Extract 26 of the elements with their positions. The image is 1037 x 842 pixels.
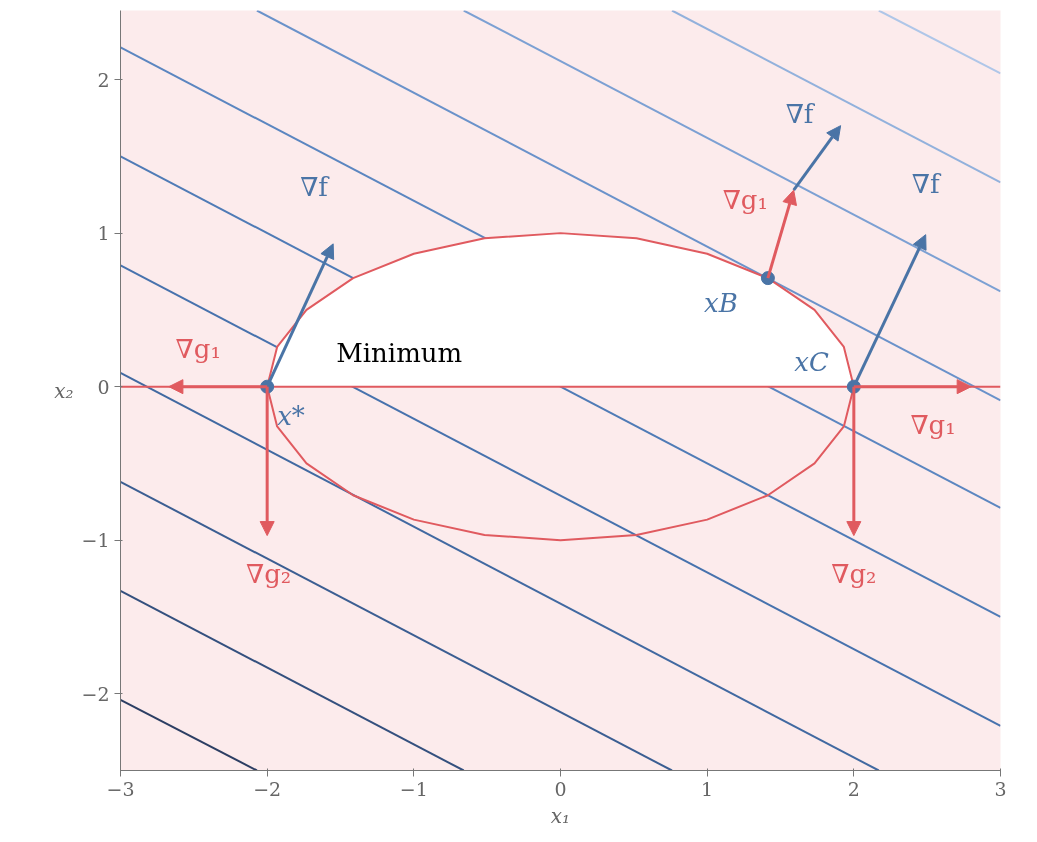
x-tick-label: 2 [847,777,860,800]
x-tick-label: −2 [253,777,282,800]
annotation: ∇g₁ [910,409,956,440]
x-axis-title: x₁ [550,803,571,828]
annotation: xB [704,288,738,319]
annotation: ∇g₁ [722,184,768,215]
x-tick-label: 0 [554,777,567,800]
y-tick-label: −2 [81,682,110,705]
annotation: ∇g₁ [175,333,221,364]
x-tick-label: −3 [106,777,135,800]
annotation: x* [277,400,305,431]
y-tick-label: 2 [97,68,110,91]
annotation: ∇f [300,172,331,203]
annotation: ∇f [785,98,816,129]
x-tick-label: −1 [399,777,428,800]
annotation: ∇g₂ [831,558,877,589]
annotation: ∇f [911,169,942,200]
y-tick-label: −1 [81,529,110,552]
annotation: xC [794,346,829,377]
x-tick-label: 3 [994,777,1007,800]
y-tick-label: 0 [97,375,110,398]
annotation: Minimum [336,338,463,369]
y-axis-title: x₂ [54,378,74,403]
x-tick-label: 1 [701,777,714,800]
annotation: ∇g₂ [246,558,292,589]
y-tick-label: 1 [97,222,110,245]
